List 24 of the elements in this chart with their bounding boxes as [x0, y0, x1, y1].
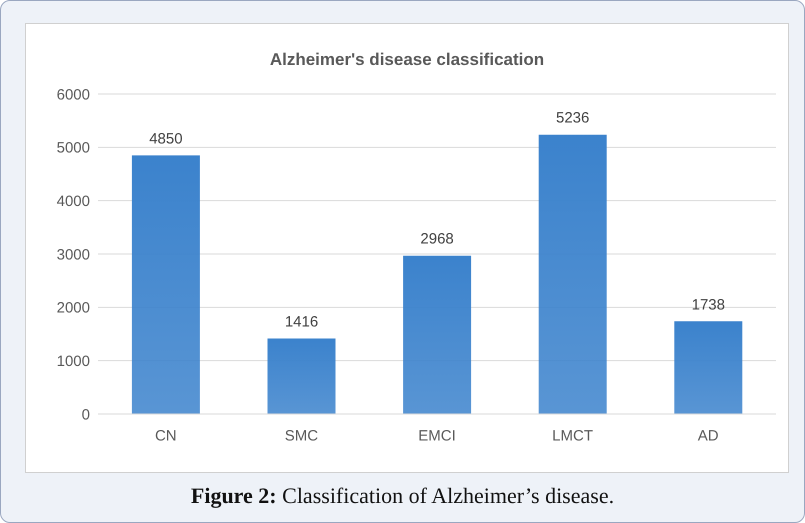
y-tick-label: 3000 — [56, 246, 90, 264]
y-tick-label: 6000 — [56, 86, 90, 104]
y-tick-label: 5000 — [56, 140, 90, 157]
data-label: 4850 — [149, 130, 183, 148]
bar — [132, 155, 200, 414]
bar — [403, 256, 472, 414]
y-tick-label: 1000 — [56, 352, 90, 370]
bar — [538, 134, 607, 414]
bar — [268, 338, 336, 414]
data-label: 2968 — [420, 230, 454, 248]
x-tick-label: CN — [154, 428, 177, 445]
y-tick-label: 4000 — [56, 192, 90, 210]
data-label: 1738 — [692, 296, 725, 314]
y-tick-label: 0 — [82, 406, 90, 424]
bar — [674, 321, 742, 414]
caption: Figure 2: Classification of Alzheimer’s disease. — [190, 483, 614, 508]
chart-title: Alzheimer's disease classification — [268, 50, 546, 70]
x-tick-label: AD — [698, 428, 719, 445]
x-tick-label: SMC — [284, 428, 318, 445]
y-tick-label: 2000 — [56, 300, 90, 317]
x-tick-label: EMCI — [418, 428, 456, 445]
data-label: 1416 — [284, 313, 318, 330]
x-tick-label: LMCT — [552, 428, 594, 445]
data-label: 5236 — [556, 110, 590, 127]
